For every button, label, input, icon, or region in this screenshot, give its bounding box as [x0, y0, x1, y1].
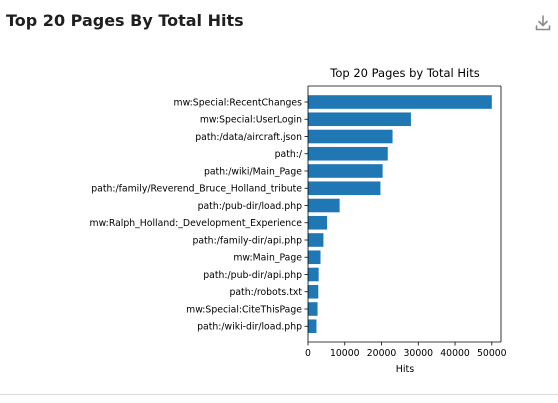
bar: [308, 284, 319, 299]
download-button[interactable]: [532, 12, 554, 34]
category-label: mw:Main_Page: [233, 253, 302, 264]
bar: [308, 95, 492, 109]
divider: [0, 394, 558, 395]
bar: [308, 164, 383, 178]
x-tick-label: 20000: [367, 348, 397, 359]
bar: [308, 319, 317, 334]
download-icon: [535, 15, 551, 31]
x-tick-label: 10000: [330, 348, 360, 359]
category-label: path:/data/aircraft.json: [195, 132, 302, 143]
bar: [308, 112, 411, 127]
bar: [308, 267, 319, 282]
category-label: path:/robots.txt: [229, 287, 302, 298]
bar: [308, 215, 328, 230]
category-label: path:/pub-dir/load.php: [198, 201, 303, 212]
category-label: path:/pub-dir/api.php: [203, 270, 302, 281]
category-label: mw:Special:RecentChanges: [174, 97, 303, 108]
bar: [308, 302, 318, 316]
chart-title: Top 20 Pages by Total Hits: [329, 66, 479, 80]
x-axis-ticks: 0 10000 20000 30000 40000 50000: [305, 342, 507, 359]
category-label: path:/family/Reverend_Bruce_Holland_trib…: [91, 184, 302, 195]
bars-group: [308, 95, 492, 334]
category-label: path:/: [275, 149, 303, 160]
x-tick-label: 30000: [403, 348, 433, 359]
category-label: mw:Special:UserLogin: [200, 115, 302, 126]
x-tick-label: 40000: [440, 348, 470, 359]
x-tick-label: 50000: [477, 348, 507, 359]
bar: [308, 129, 393, 144]
category-labels: mw:Special:RecentChanges mw:Special:UserL…: [90, 97, 308, 333]
category-label: mw:Ralph_Holland:_Development_Experience: [90, 218, 303, 229]
category-label: mw:Special:CiteThisPage: [186, 304, 302, 315]
bar: [308, 233, 324, 247]
bar: [308, 146, 388, 161]
category-label: path:/family-dir/api.php: [192, 235, 302, 246]
bar: [308, 250, 321, 265]
bar: [308, 181, 381, 196]
category-label: path:/wiki-dir/load.php: [197, 322, 302, 333]
category-label: path:/wiki/Main_Page: [204, 166, 302, 177]
panel-title: Top 20 Pages By Total Hits: [6, 11, 244, 30]
x-axis-label: Hits: [396, 364, 415, 375]
x-tick-label: 0: [305, 348, 311, 359]
bar: [308, 198, 340, 213]
